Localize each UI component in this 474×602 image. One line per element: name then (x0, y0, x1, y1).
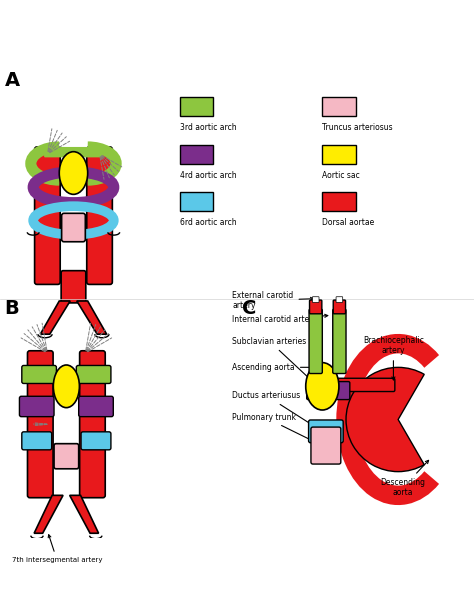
Text: A: A (5, 71, 20, 90)
FancyBboxPatch shape (333, 309, 346, 373)
FancyBboxPatch shape (27, 351, 53, 498)
Ellipse shape (306, 362, 339, 410)
Text: 4rd aortic arch: 4rd aortic arch (180, 170, 237, 179)
FancyBboxPatch shape (336, 297, 343, 302)
Text: External carotid
artery: External carotid artery (232, 291, 314, 310)
Text: C: C (242, 299, 256, 318)
FancyBboxPatch shape (180, 97, 213, 116)
Text: 3rd aortic arch: 3rd aortic arch (180, 123, 237, 132)
FancyBboxPatch shape (19, 396, 54, 417)
Polygon shape (70, 495, 99, 533)
FancyBboxPatch shape (180, 144, 213, 164)
Wedge shape (346, 367, 424, 471)
FancyBboxPatch shape (79, 396, 113, 417)
FancyBboxPatch shape (312, 297, 319, 302)
FancyBboxPatch shape (180, 192, 213, 211)
FancyBboxPatch shape (333, 300, 346, 314)
Text: Subclavian arteries: Subclavian arteries (232, 337, 312, 381)
FancyBboxPatch shape (76, 365, 111, 383)
FancyBboxPatch shape (322, 97, 356, 116)
Text: Internal carotid artery: Internal carotid artery (232, 314, 328, 324)
Text: Truncus arteriosus: Truncus arteriosus (322, 123, 393, 132)
FancyBboxPatch shape (322, 192, 356, 211)
Text: 7th intersegmental artery: 7th intersegmental artery (12, 535, 102, 563)
FancyBboxPatch shape (22, 365, 56, 383)
Text: Ascending aorta: Ascending aorta (232, 363, 321, 371)
FancyBboxPatch shape (35, 147, 60, 284)
Polygon shape (40, 301, 70, 334)
FancyBboxPatch shape (307, 382, 350, 400)
Text: Ductus arteriusus: Ductus arteriusus (232, 391, 319, 429)
FancyBboxPatch shape (54, 444, 79, 469)
FancyBboxPatch shape (62, 213, 85, 242)
FancyBboxPatch shape (81, 432, 111, 450)
Text: Brachiocephalic
artery: Brachiocephalic artery (363, 336, 424, 380)
Text: B: B (5, 299, 19, 318)
Text: Descending
aorta: Descending aorta (381, 461, 428, 497)
FancyBboxPatch shape (335, 378, 395, 391)
FancyBboxPatch shape (44, 147, 103, 157)
Text: Pulmonary trunk: Pulmonary trunk (232, 412, 319, 444)
FancyBboxPatch shape (309, 420, 343, 442)
FancyBboxPatch shape (61, 271, 86, 303)
Text: Aortic sac: Aortic sac (322, 170, 360, 179)
Polygon shape (34, 495, 63, 533)
FancyBboxPatch shape (310, 300, 322, 314)
FancyBboxPatch shape (322, 144, 356, 164)
Ellipse shape (53, 365, 79, 408)
Text: Dorsal aortae: Dorsal aortae (322, 218, 374, 227)
FancyBboxPatch shape (311, 427, 341, 464)
FancyBboxPatch shape (80, 351, 105, 498)
FancyBboxPatch shape (309, 309, 322, 373)
Polygon shape (77, 301, 107, 334)
FancyBboxPatch shape (87, 147, 112, 284)
Text: 6rd aortic arch: 6rd aortic arch (180, 218, 237, 227)
Ellipse shape (59, 152, 88, 194)
FancyBboxPatch shape (22, 432, 52, 450)
